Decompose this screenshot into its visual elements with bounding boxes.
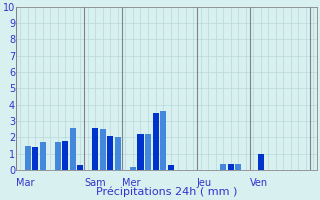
Text: Mar: Mar (16, 178, 35, 188)
Bar (220, 164, 226, 170)
Text: Ven: Ven (250, 178, 268, 188)
Bar (70, 128, 76, 170)
Bar (145, 134, 151, 170)
Bar (108, 136, 113, 170)
Bar (228, 164, 234, 170)
Bar (92, 128, 98, 170)
Bar (40, 142, 46, 170)
Bar (100, 129, 106, 170)
Bar (62, 141, 68, 170)
X-axis label: Précipitations 24h ( mm ): Précipitations 24h ( mm ) (96, 187, 237, 197)
Bar (153, 113, 158, 170)
Text: Mer: Mer (122, 178, 140, 188)
Bar (168, 165, 173, 170)
Bar (32, 147, 38, 170)
Text: Jeu: Jeu (197, 178, 212, 188)
Bar (25, 146, 31, 170)
Bar (258, 154, 264, 170)
Bar (55, 142, 61, 170)
Bar (235, 164, 241, 170)
Bar (130, 167, 136, 170)
Text: Sam: Sam (84, 178, 106, 188)
Bar (77, 165, 83, 170)
Bar (115, 137, 121, 170)
Bar (138, 134, 143, 170)
Bar (160, 111, 166, 170)
